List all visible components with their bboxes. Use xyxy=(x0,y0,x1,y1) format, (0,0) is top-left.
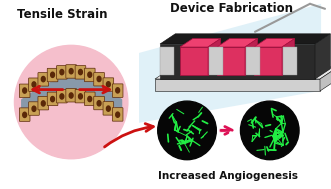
FancyBboxPatch shape xyxy=(112,108,123,121)
Text: Tensile Strain: Tensile Strain xyxy=(18,8,108,21)
Ellipse shape xyxy=(69,69,73,74)
Ellipse shape xyxy=(41,101,45,106)
FancyBboxPatch shape xyxy=(38,73,49,86)
FancyBboxPatch shape xyxy=(160,47,174,75)
FancyBboxPatch shape xyxy=(19,108,30,121)
Ellipse shape xyxy=(116,88,119,93)
Ellipse shape xyxy=(32,82,36,87)
Polygon shape xyxy=(155,79,320,91)
Polygon shape xyxy=(155,67,331,79)
FancyBboxPatch shape xyxy=(84,68,95,82)
FancyBboxPatch shape xyxy=(29,102,39,115)
Polygon shape xyxy=(245,39,258,75)
FancyBboxPatch shape xyxy=(57,89,67,103)
Polygon shape xyxy=(282,39,295,75)
FancyBboxPatch shape xyxy=(112,84,123,97)
Ellipse shape xyxy=(69,93,73,98)
Polygon shape xyxy=(139,4,321,123)
Ellipse shape xyxy=(107,82,110,87)
Polygon shape xyxy=(160,34,330,44)
Ellipse shape xyxy=(60,70,64,75)
Ellipse shape xyxy=(78,69,82,75)
FancyBboxPatch shape xyxy=(103,102,114,115)
Polygon shape xyxy=(160,44,315,79)
Circle shape xyxy=(240,101,299,160)
FancyBboxPatch shape xyxy=(84,92,95,105)
FancyBboxPatch shape xyxy=(75,66,86,79)
Ellipse shape xyxy=(97,101,101,106)
Ellipse shape xyxy=(23,112,26,118)
Ellipse shape xyxy=(23,88,26,93)
Ellipse shape xyxy=(60,94,64,99)
Polygon shape xyxy=(254,39,295,47)
Circle shape xyxy=(158,101,216,160)
Polygon shape xyxy=(254,47,282,75)
FancyBboxPatch shape xyxy=(209,47,223,75)
Circle shape xyxy=(15,45,128,159)
FancyBboxPatch shape xyxy=(66,88,76,102)
FancyBboxPatch shape xyxy=(103,78,114,91)
FancyBboxPatch shape xyxy=(246,47,260,75)
Ellipse shape xyxy=(116,112,119,117)
Polygon shape xyxy=(217,39,258,47)
Text: Device Fabrication: Device Fabrication xyxy=(170,2,293,15)
Polygon shape xyxy=(180,39,220,47)
Ellipse shape xyxy=(88,72,92,77)
FancyBboxPatch shape xyxy=(47,92,58,106)
Polygon shape xyxy=(217,47,245,75)
Polygon shape xyxy=(315,34,330,79)
FancyBboxPatch shape xyxy=(38,96,49,110)
FancyBboxPatch shape xyxy=(94,96,104,110)
Ellipse shape xyxy=(97,76,101,82)
FancyBboxPatch shape xyxy=(19,84,30,98)
Ellipse shape xyxy=(51,97,55,102)
Polygon shape xyxy=(320,67,331,91)
FancyBboxPatch shape xyxy=(283,47,297,75)
Ellipse shape xyxy=(51,72,55,77)
FancyBboxPatch shape xyxy=(47,68,58,82)
Polygon shape xyxy=(180,47,208,75)
FancyBboxPatch shape xyxy=(94,73,104,86)
FancyBboxPatch shape xyxy=(66,65,76,78)
Ellipse shape xyxy=(78,94,82,99)
Text: Increased Angiogenesis: Increased Angiogenesis xyxy=(159,171,298,181)
Ellipse shape xyxy=(41,77,45,82)
Ellipse shape xyxy=(32,106,36,111)
FancyBboxPatch shape xyxy=(75,89,86,103)
FancyBboxPatch shape xyxy=(29,78,39,91)
Polygon shape xyxy=(208,39,220,75)
FancyBboxPatch shape xyxy=(57,66,67,79)
Ellipse shape xyxy=(88,96,92,102)
Ellipse shape xyxy=(107,106,110,111)
